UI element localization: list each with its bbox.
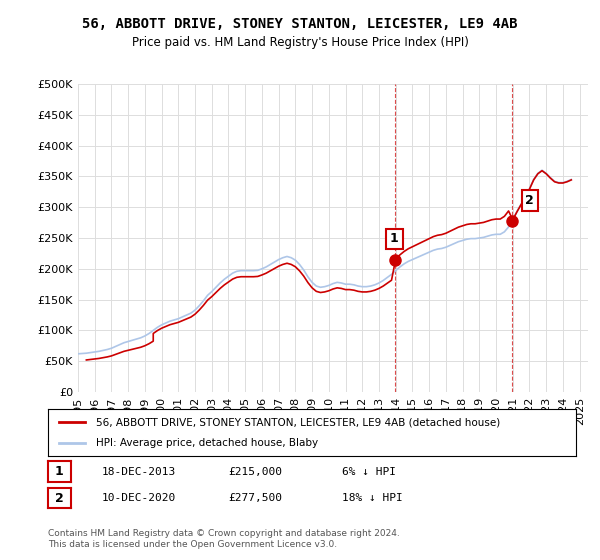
Text: 1: 1	[55, 465, 64, 478]
Text: £277,500: £277,500	[228, 493, 282, 503]
Text: 6% ↓ HPI: 6% ↓ HPI	[342, 466, 396, 477]
Text: 18% ↓ HPI: 18% ↓ HPI	[342, 493, 403, 503]
Text: 56, ABBOTT DRIVE, STONEY STANTON, LEICESTER, LE9 4AB (detached house): 56, ABBOTT DRIVE, STONEY STANTON, LEICES…	[95, 417, 500, 427]
Text: 2: 2	[55, 492, 64, 505]
Text: £215,000: £215,000	[228, 466, 282, 477]
Text: 10-DEC-2020: 10-DEC-2020	[102, 493, 176, 503]
Text: 1: 1	[390, 232, 399, 245]
Text: 56, ABBOTT DRIVE, STONEY STANTON, LEICESTER, LE9 4AB: 56, ABBOTT DRIVE, STONEY STANTON, LEICES…	[82, 17, 518, 31]
Text: Contains HM Land Registry data © Crown copyright and database right 2024.
This d: Contains HM Land Registry data © Crown c…	[48, 529, 400, 549]
Text: HPI: Average price, detached house, Blaby: HPI: Average price, detached house, Blab…	[95, 438, 317, 448]
Text: 2: 2	[526, 194, 534, 207]
Text: Price paid vs. HM Land Registry's House Price Index (HPI): Price paid vs. HM Land Registry's House …	[131, 36, 469, 49]
Text: 18-DEC-2013: 18-DEC-2013	[102, 466, 176, 477]
